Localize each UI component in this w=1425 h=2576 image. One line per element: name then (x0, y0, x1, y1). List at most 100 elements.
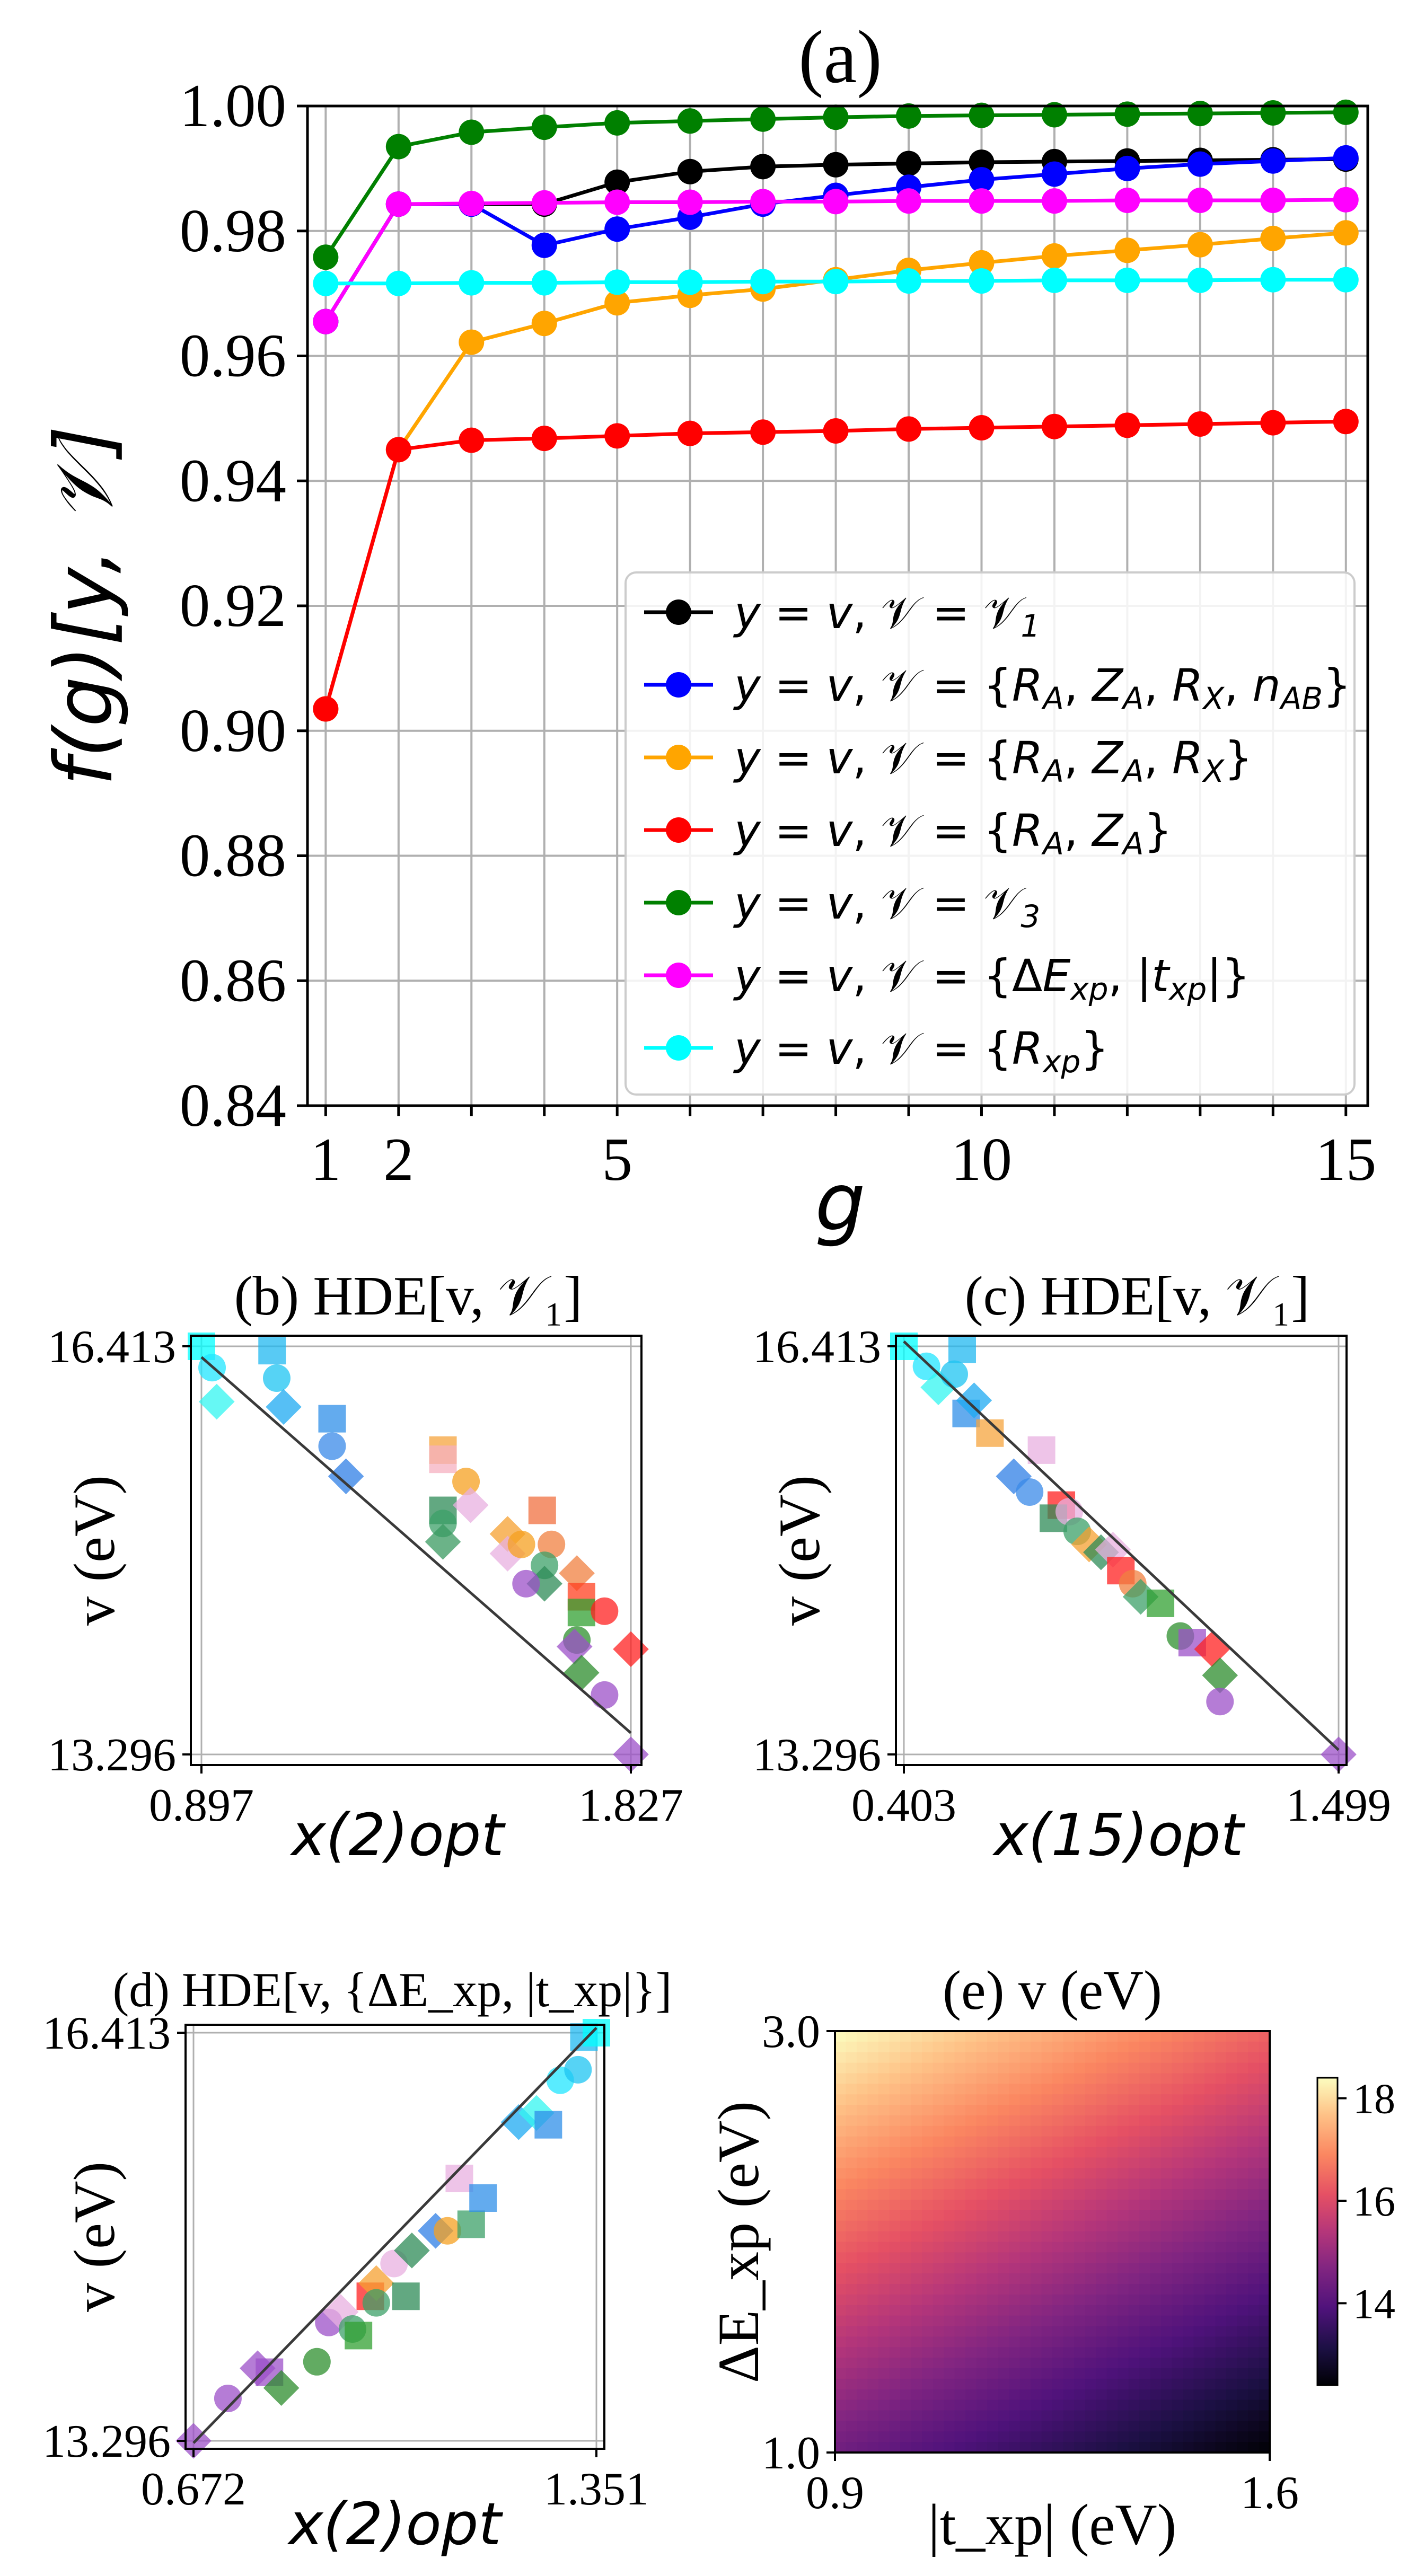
heatmap-cell (1041, 2347, 1053, 2358)
heatmap-cell (1074, 2147, 1086, 2158)
data-point (1041, 267, 1067, 293)
heatmap-cell (1259, 2125, 1270, 2137)
heatmap-cell (1106, 2336, 1118, 2348)
heatmap-cell (1183, 2431, 1194, 2442)
heatmap-cell (835, 2399, 847, 2411)
heatmap-cell (1118, 2347, 1129, 2358)
heatmap-cell (1128, 2031, 1140, 2042)
heatmap-cell (1041, 2125, 1053, 2137)
heatmap-cell (1204, 2105, 1216, 2116)
heatmap-cell (1150, 2431, 1162, 2442)
heatmap-cell (857, 2084, 868, 2095)
heatmap-cell (1139, 2294, 1151, 2306)
x-tick-label: 1.827 (578, 1780, 683, 1831)
heatmap-cell (1031, 2094, 1042, 2105)
panel-b-ylabel: v (eV) (62, 1475, 127, 1626)
heatmap-cell (1237, 2273, 1248, 2284)
heatmap-cell (835, 2073, 847, 2085)
heatmap-cell (1172, 2315, 1183, 2327)
heatmap-cell (1063, 2052, 1075, 2063)
heatmap-cell (846, 2421, 857, 2432)
heatmap-cell (1074, 2210, 1086, 2221)
panel-d-ylabel: v (eV) (62, 2162, 127, 2312)
heatmap-cell (987, 2189, 999, 2200)
heatmap-cell (1019, 2263, 1031, 2274)
heatmap-cell (1009, 2189, 1021, 2200)
heatmap-cell (1204, 2347, 1216, 2358)
heatmap-cell (987, 2284, 999, 2295)
heatmap-cell (1215, 2358, 1227, 2369)
heatmap-cell (998, 2410, 1009, 2422)
heatmap-cell (1259, 2368, 1270, 2379)
heatmap-cell (1226, 2336, 1238, 2348)
heatmap-cell (954, 2263, 966, 2274)
heatmap-cell (1172, 2168, 1183, 2180)
heatmap-cell (1172, 2147, 1183, 2158)
heatmap-cell (954, 2315, 966, 2327)
heatmap-cell (1096, 2336, 1107, 2348)
heatmap-cell (1063, 2031, 1075, 2042)
heatmap-cell (976, 2178, 988, 2190)
heatmap-cell (1118, 2358, 1129, 2369)
heatmap-cell (835, 2431, 847, 2442)
heatmap-cell (1063, 2210, 1075, 2221)
heatmap-cell (1031, 2031, 1042, 2042)
heatmap-cell (1248, 2336, 1260, 2348)
heatmap-cell (1193, 2231, 1205, 2243)
heatmap-cell (1096, 2052, 1107, 2063)
data-point (896, 188, 922, 214)
scatter-point (1027, 1436, 1055, 1464)
heatmap-cell (1085, 2200, 1096, 2211)
heatmap-cell (878, 2315, 890, 2327)
heatmap-cell (1063, 2041, 1075, 2053)
heatmap-cell (846, 2105, 857, 2116)
heatmap-cell (954, 2062, 966, 2074)
heatmap-cell (1074, 2442, 1086, 2453)
heatmap-cell (1193, 2210, 1205, 2221)
heatmap-cell (998, 2220, 1009, 2232)
heatmap-cell (1096, 2284, 1107, 2295)
heatmap-cell (911, 2326, 922, 2337)
heatmap-cell (889, 2189, 901, 2200)
heatmap-cell (1041, 2052, 1053, 2063)
heatmap-cell (1204, 2358, 1216, 2369)
heatmap-cell (1128, 2062, 1140, 2074)
heatmap-cell (1215, 2231, 1227, 2243)
heatmap-cell (878, 2284, 890, 2295)
heatmap-cell (1009, 2399, 1021, 2411)
heatmap-cell (1161, 2115, 1173, 2127)
heatmap-cell (1074, 2252, 1086, 2264)
heatmap-cell (954, 2220, 966, 2232)
panel-c-title: (c) HDE[v, 𝒱₁] (965, 1265, 1310, 1327)
heatmap-cell (1183, 2041, 1194, 2053)
heatmap-cell (1118, 2231, 1129, 2243)
heatmap-cell (846, 2284, 857, 2295)
heatmap-cell (911, 2358, 922, 2369)
heatmap-cell (867, 2252, 879, 2264)
scatter-point (1071, 1526, 1107, 1563)
heatmap-cell (1259, 2220, 1270, 2232)
heatmap-cell (1096, 2421, 1107, 2432)
heatmap-cell (1085, 2358, 1096, 2369)
heatmap-cell (900, 2073, 912, 2085)
scatter-point (214, 2384, 242, 2412)
heatmap-cell (1215, 2294, 1227, 2306)
heatmap-cell (1052, 2368, 1064, 2379)
heatmap-cell (1226, 2389, 1238, 2401)
panel-b-fit-line (200, 1356, 632, 1734)
heatmap-cell (900, 2284, 912, 2295)
heatmap-cell (857, 2399, 868, 2411)
heatmap-cell (976, 2368, 988, 2379)
heatmap-cell (846, 2252, 857, 2264)
panel-b-grid (191, 1336, 641, 1765)
heatmap-cell (987, 2242, 999, 2253)
heatmap-cell (998, 2125, 1009, 2137)
heatmap-cell (1106, 2200, 1118, 2211)
heatmap-cell (1150, 2115, 1162, 2127)
panel-e-heatmap (835, 2031, 1270, 2453)
heatmap-cell (1150, 2378, 1162, 2390)
heatmap-cell (944, 2147, 955, 2158)
heatmap-cell (1172, 2358, 1183, 2369)
heatmap-cell (900, 2041, 912, 2053)
heatmap-cell (998, 2168, 1009, 2180)
